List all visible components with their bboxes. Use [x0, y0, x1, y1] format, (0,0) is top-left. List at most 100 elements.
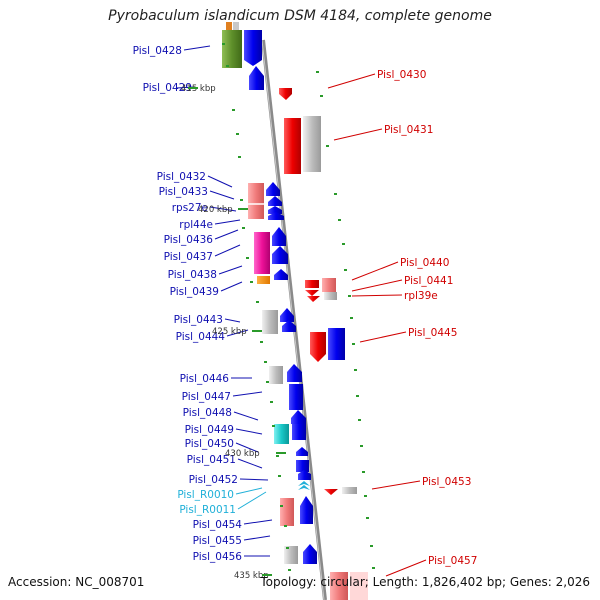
gene-label-pisl_0449[interactable]: Pisl_0449	[185, 424, 234, 436]
feature-0456-gray	[284, 546, 298, 564]
feature-0454-arrow	[300, 496, 313, 524]
gene-labels: Pisl_0428 Pisl_0429 Pisl_0432 Pisl_0433 rps2…	[133, 45, 478, 581]
gene-label-pisl_0430[interactable]: Pisl_0430	[377, 69, 426, 81]
feature-0446-gray	[269, 366, 283, 384]
gene-label-pisl_0440[interactable]: Pisl_0440	[400, 257, 449, 269]
gene-label-pisl_0441[interactable]: Pisl_0441	[404, 275, 453, 287]
leader-line-left	[214, 229, 239, 240]
gene-label-pisl_0452[interactable]: Pisl_0452	[189, 474, 238, 486]
gene-label-rps27e[interactable]: rps27e	[172, 202, 208, 214]
gene-label-pisl_0451[interactable]: Pisl_0451	[187, 454, 236, 466]
leader-line-left	[233, 411, 259, 421]
feature-0436-magenta	[254, 232, 270, 274]
gene-label-pisl_0444[interactable]: Pisl_0444	[176, 331, 226, 343]
gene-label-pisl_0431[interactable]: Pisl_0431	[384, 124, 433, 136]
feature-0443-arrow	[280, 308, 294, 322]
feature-0431-gray	[303, 116, 321, 172]
gene-label-pisl_0446[interactable]: Pisl_0446	[180, 373, 230, 385]
gene-label-pisl_0432[interactable]: Pisl_0432	[157, 171, 206, 183]
feature-rna-r0011	[298, 485, 310, 490]
feature-0448-blue-b	[292, 424, 306, 440]
leader-line-right	[359, 331, 407, 343]
feature-0457-pink	[330, 572, 348, 600]
feature-0451-blue	[296, 460, 309, 472]
feature-0432-pink	[248, 183, 264, 219]
gene-label-pisl_0456[interactable]: Pisl_0456	[193, 551, 243, 563]
feature-0437-arrow	[272, 246, 288, 264]
leader-line-left	[239, 478, 269, 481]
gene-label-pisl_0445[interactable]: Pisl_0445	[408, 327, 457, 339]
feature-0453-arrow	[324, 489, 338, 495]
topology-text: Topology: circular; Length: 1,826,402 bp…	[260, 575, 590, 589]
scale-mark-label: 415 kbp	[181, 84, 216, 94]
leader-line-left	[220, 281, 243, 292]
leader-line-right	[351, 279, 403, 292]
feature-0443-gray	[262, 310, 278, 334]
leader-line-left	[226, 329, 249, 337]
accession-text: Accession: NC_008701	[8, 575, 145, 589]
scale-mark-label: 430 kbp	[225, 449, 260, 459]
feature-0452-arrow	[298, 470, 311, 480]
gene-label-pisl_r0011[interactable]: Pisl_R0011	[179, 504, 236, 516]
leader-line-right	[351, 294, 403, 297]
leader-line-left	[214, 219, 241, 225]
feature-0428-blue	[244, 30, 262, 60]
gene-label-pisl_0428[interactable]: Pisl_0428	[133, 45, 182, 57]
gene-label-pisl_0436[interactable]: Pisl_0436	[164, 234, 214, 246]
feature-0440-pink	[322, 278, 336, 292]
leader-line-left	[237, 491, 267, 510]
feature-0429-arrow	[249, 66, 264, 90]
feature-0454-pink	[280, 498, 294, 526]
leader-line-left	[235, 442, 259, 453]
leader-line-right	[327, 73, 376, 89]
feature-0456-arrow	[303, 544, 317, 564]
leader-line-left	[183, 45, 211, 51]
leader-line-right	[333, 128, 383, 141]
leader-line-left	[243, 535, 271, 541]
leader-line-left	[209, 206, 237, 212]
feature-0444-arrow	[282, 320, 296, 332]
leader-line-right	[371, 480, 421, 490]
gene-label-pisl_0448[interactable]: Pisl_0448	[183, 407, 232, 419]
gene-label-rpl44e[interactable]: rpl44e	[179, 219, 213, 231]
gene-label-pisl_0455[interactable]: Pisl_0455	[193, 535, 242, 547]
feature-0449-cyan	[274, 424, 289, 444]
leader-line-right	[351, 261, 399, 281]
gene-label-pisl_0433[interactable]: Pisl_0433	[159, 186, 208, 198]
feature-0428-blue-tip	[244, 60, 262, 66]
gene-label-pisl_0443[interactable]: Pisl_0443	[174, 314, 223, 326]
gene-label-pisl_0438[interactable]: Pisl_0438	[168, 269, 217, 281]
leader-line-left	[237, 458, 263, 469]
leader-line-left	[235, 428, 263, 435]
scale-mark-label: 420 kbp	[198, 205, 233, 215]
gene-label-rpl39e[interactable]: rpl39e	[404, 290, 438, 302]
feature-0431-red	[284, 118, 301, 174]
leader-line-right	[385, 559, 427, 577]
leader-line-left	[232, 391, 263, 397]
feature-0428-olive	[222, 30, 242, 68]
gene-label-pisl_r0010[interactable]: Pisl_R0010	[177, 489, 234, 501]
scale-mark-label: 435 kbp	[234, 571, 269, 581]
feature-0445-blue	[328, 328, 345, 360]
feature-rps27e-arrow	[268, 196, 282, 206]
gene-label-pisl_0447[interactable]: Pisl_0447	[182, 391, 231, 403]
gene-label-pisl_0429[interactable]: Pisl_0429	[143, 82, 192, 94]
gene-label-pisl_0453[interactable]: Pisl_0453	[422, 476, 471, 488]
page-title: Pyrobaculum islandicum DSM 4184, complet…	[108, 8, 492, 24]
feature-0441-arrow	[307, 296, 320, 302]
gene-label-pisl_0439[interactable]: Pisl_0439	[170, 286, 219, 298]
feature-0457-pink-b	[350, 572, 368, 600]
leader-lines	[175, 45, 427, 577]
gene-label-pisl_0437[interactable]: Pisl_0437	[164, 251, 213, 263]
feature-0448-arrow	[291, 410, 306, 424]
feature-rpl39e-gray	[324, 292, 337, 300]
feature-top-orange	[226, 22, 232, 34]
leader-line-left	[209, 190, 235, 200]
gene-label-pisl_0457[interactable]: Pisl_0457	[428, 555, 477, 567]
gene-label-pisl_0450[interactable]: Pisl_0450	[185, 438, 234, 450]
feature-0446-arrow	[287, 364, 302, 382]
feature-0436-arrow	[272, 227, 286, 246]
gene-label-pisl_0454[interactable]: Pisl_0454	[193, 519, 243, 531]
feature-rna-r0010	[298, 481, 310, 486]
